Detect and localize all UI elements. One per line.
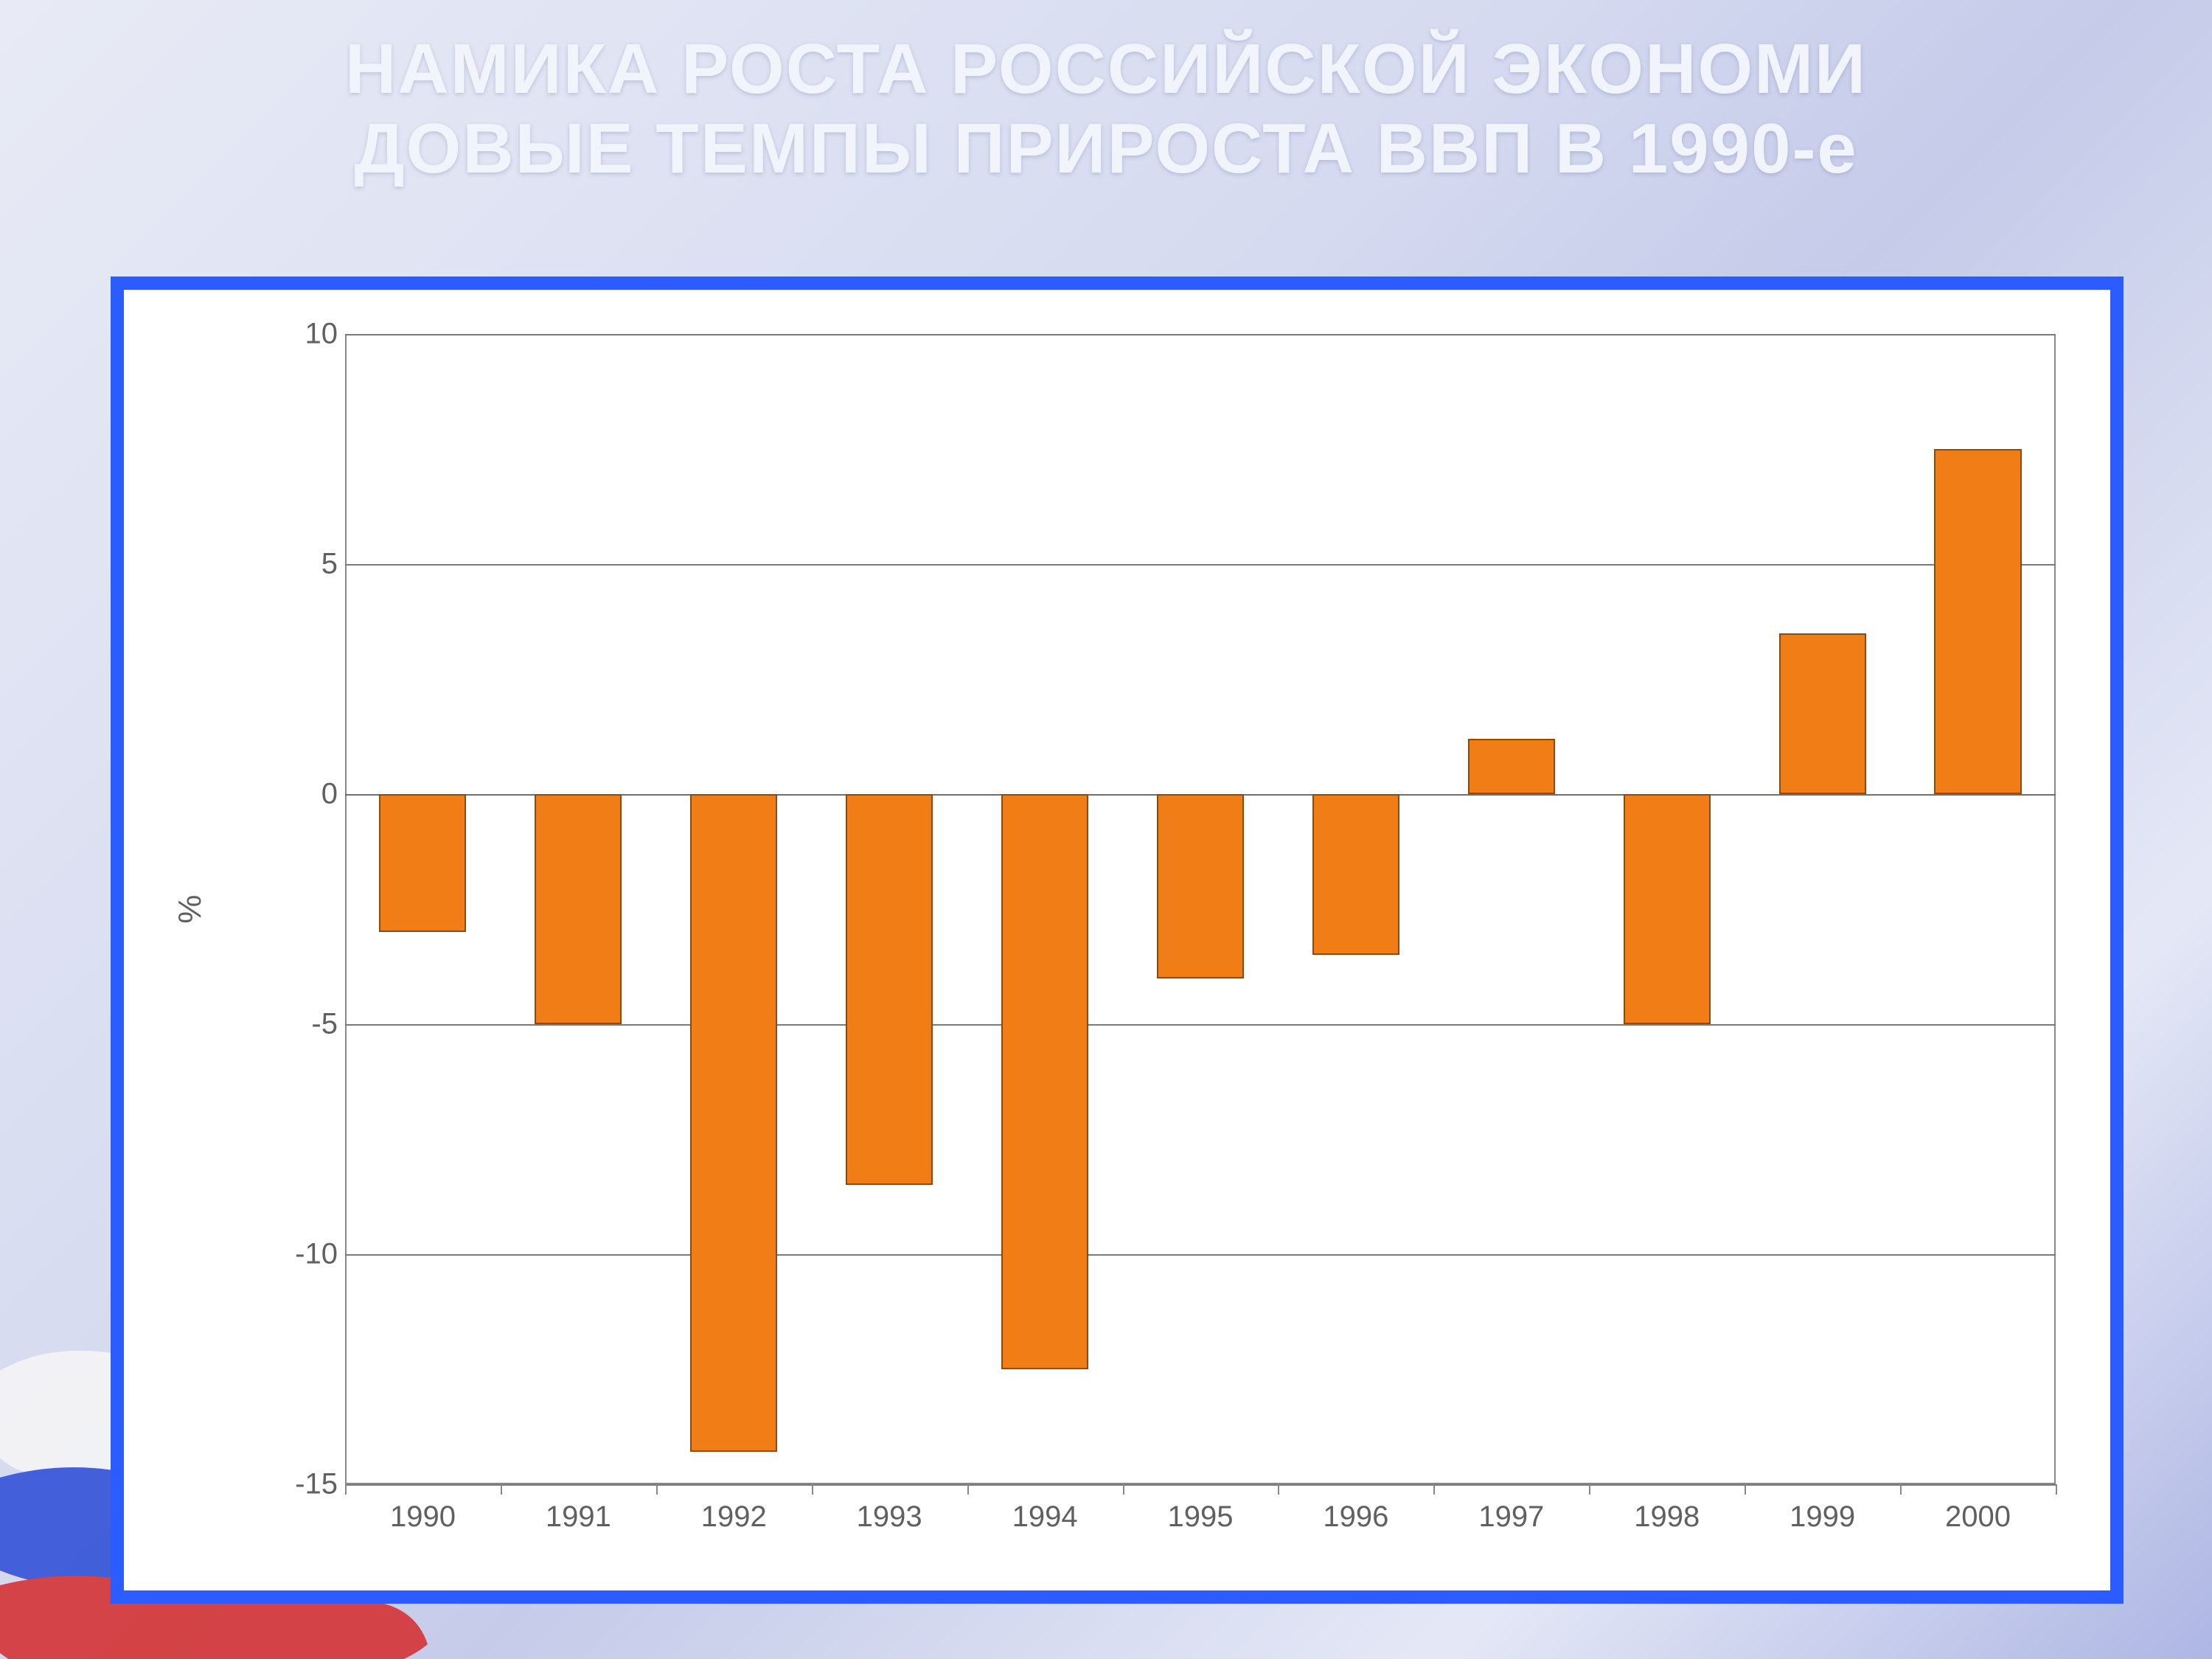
x-tick-label: 1997 — [1478, 1500, 1544, 1534]
gridline — [345, 1484, 2056, 1486]
x-tick-mark — [1433, 1484, 1435, 1495]
gridline — [345, 334, 2056, 335]
bar — [535, 794, 622, 1024]
y-tick-label: 10 — [249, 318, 338, 351]
x-tick-mark — [812, 1484, 813, 1495]
bar — [846, 794, 933, 1185]
x-tick-label: 2000 — [1945, 1500, 2011, 1534]
x-tick-label: 1991 — [546, 1500, 611, 1534]
x-tick-label: 1995 — [1168, 1500, 1234, 1534]
x-tick-label: 1998 — [1634, 1500, 1700, 1534]
bar — [1624, 794, 1711, 1024]
plot-border-right — [2054, 334, 2056, 1484]
x-tick-mark — [501, 1484, 502, 1495]
slide-title: НАМИКА РОСТА РОССИЙСКОЙ ЭКОНОМИ ДОВЫЕ ТЕ… — [0, 29, 2212, 188]
bar — [1157, 794, 1244, 978]
x-tick-label: 1999 — [1790, 1500, 1855, 1534]
x-tick-mark — [1278, 1484, 1279, 1495]
bar — [690, 794, 777, 1452]
x-tick-label: 1993 — [857, 1500, 922, 1534]
plot-border-left — [345, 334, 347, 1484]
bar — [1468, 739, 1555, 794]
x-tick-mark — [656, 1484, 658, 1495]
x-tick-mark — [1745, 1484, 1746, 1495]
y-tick-label: -10 — [249, 1238, 338, 1271]
x-tick-label: 1996 — [1323, 1500, 1388, 1534]
x-tick-mark — [345, 1484, 347, 1495]
y-tick-label: 0 — [249, 778, 338, 811]
y-tick-label: -15 — [249, 1468, 338, 1501]
gridline — [345, 1254, 2056, 1256]
x-tick-mark — [1900, 1484, 1902, 1495]
y-axis-title: % — [172, 894, 209, 923]
y-tick-label: -5 — [249, 1008, 338, 1041]
slide-stage: НАМИКА РОСТА РОССИЙСКОЙ ЭКОНОМИ ДОВЫЕ ТЕ… — [0, 0, 2212, 1659]
x-tick-mark — [1123, 1484, 1124, 1495]
gridline — [345, 1024, 2056, 1026]
gridline — [345, 564, 2056, 566]
x-tick-mark — [1589, 1484, 1590, 1495]
x-tick-mark — [2056, 1484, 2057, 1495]
bar — [1779, 633, 1866, 794]
x-tick-label: 1994 — [1012, 1500, 1078, 1534]
title-line-2: ДОВЫЕ ТЕМПЫ ПРИРОСТА ВВП В 1990-е — [0, 109, 2212, 189]
x-tick-mark — [967, 1484, 969, 1495]
x-tick-label: 1992 — [701, 1500, 767, 1534]
title-line-1: НАМИКА РОСТА РОССИЙСКОЙ ЭКОНОМИ — [0, 29, 2212, 109]
bar — [1001, 794, 1088, 1369]
bar — [1934, 449, 2021, 794]
chart-frame: % -15 -10 -5 0 5 10 1990 1991 1992 1993 1994 1995 19… — [111, 276, 2124, 1604]
y-tick-label: 5 — [249, 548, 338, 581]
bar — [379, 794, 466, 932]
x-tick-label: 1990 — [390, 1500, 456, 1534]
chart-plot-area — [345, 334, 2056, 1484]
bar — [1312, 794, 1399, 955]
